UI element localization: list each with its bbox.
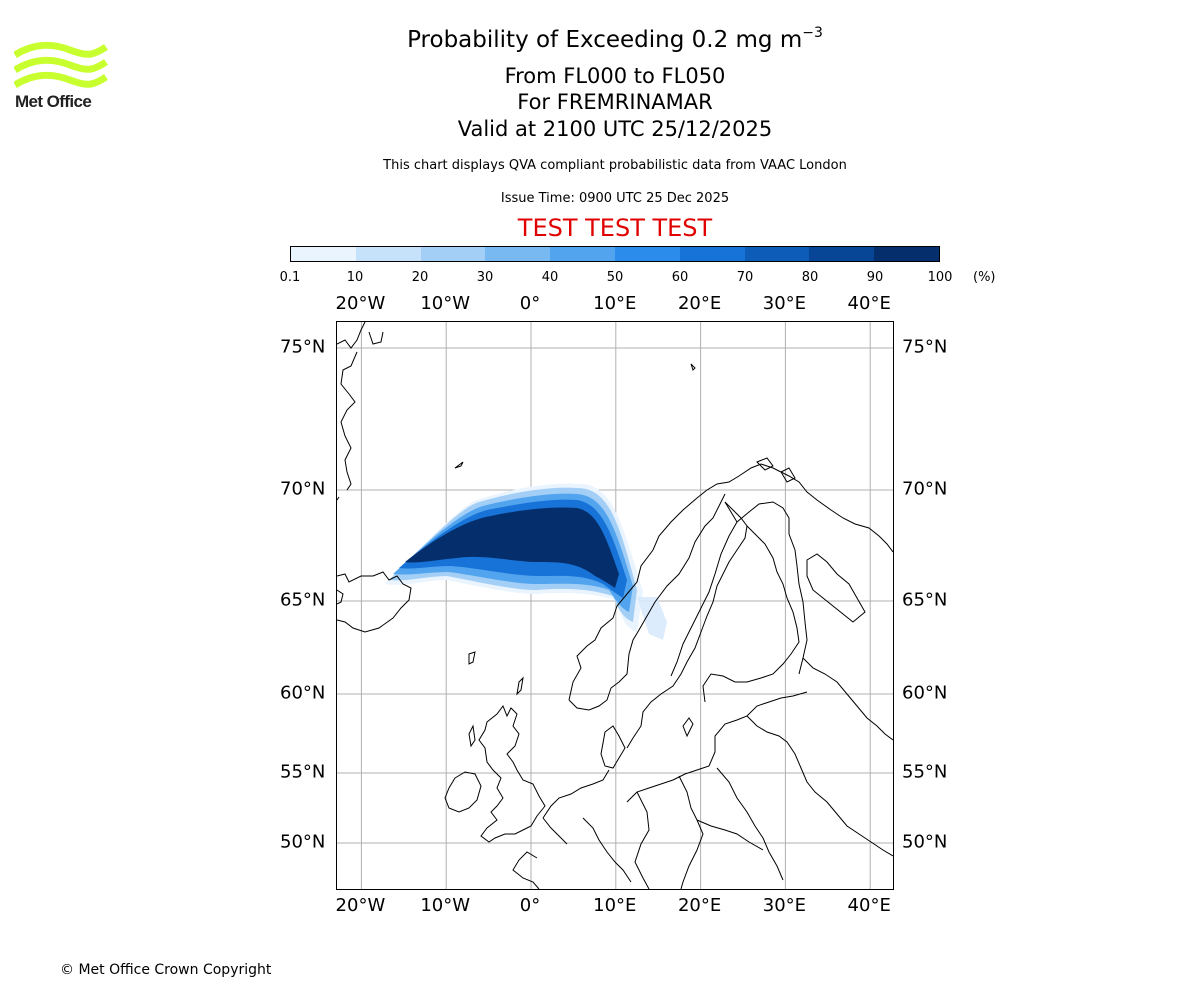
longitude-label: 30°E bbox=[762, 895, 807, 916]
colorbar-segment-5 bbox=[614, 247, 680, 261]
latitude-label: 60°N bbox=[902, 682, 948, 704]
longitude-label: 40°E bbox=[847, 895, 891, 916]
colorbar-tick-label: 90 bbox=[866, 270, 884, 285]
coastline-low-countries bbox=[542, 769, 610, 845]
flight-levels: From FL000 to FL050 bbox=[504, 64, 726, 88]
colorbar-segment-7 bbox=[744, 247, 810, 261]
coastline-shetland bbox=[516, 676, 524, 696]
colorbar-segment-4 bbox=[550, 247, 615, 261]
colorbar-tick-label: 60 bbox=[671, 270, 689, 285]
colorbar-segment-1 bbox=[355, 247, 421, 261]
coastline-bear-island bbox=[690, 363, 696, 371]
colorbar-tick-label: 80 bbox=[801, 270, 819, 285]
coastline-hebrides bbox=[468, 724, 476, 748]
colorbar-tick-label: 100 bbox=[927, 270, 953, 285]
latitude-label: 75°N bbox=[902, 336, 948, 358]
longitude-label: 20°E bbox=[677, 293, 722, 314]
country-borders bbox=[582, 501, 893, 889]
copyright: © Met Office Crown Copyright bbox=[60, 962, 272, 978]
coastline-denmark bbox=[600, 725, 626, 769]
colorbar-segment-9 bbox=[874, 247, 939, 261]
chart-title: Probability of Exceeding 0.2 mg m−3 bbox=[290, 25, 940, 53]
map-panel bbox=[336, 321, 894, 890]
colorbar-tick-label: 50 bbox=[606, 270, 624, 285]
coastline-sweden-east bbox=[626, 501, 748, 749]
description: This chart displays QVA compliant probab… bbox=[383, 158, 847, 173]
title-superscript: −3 bbox=[802, 25, 823, 41]
map-canvas bbox=[337, 322, 893, 889]
probability-plume bbox=[385, 483, 667, 640]
colorbar-tick-label: 10 bbox=[346, 270, 364, 285]
coastline-scandinavia bbox=[568, 463, 893, 711]
latitude-label: 55°N bbox=[902, 761, 948, 783]
longitude-label: 10°E bbox=[593, 895, 637, 916]
colorbar-segment-8 bbox=[809, 247, 875, 261]
colorbar-tick-label: 40 bbox=[541, 270, 559, 285]
colorbar-tick-label: 70 bbox=[736, 270, 754, 285]
longitude-label: 20°W bbox=[335, 293, 386, 314]
location-line: For FREMRINAMAR bbox=[517, 90, 713, 114]
coastline-faroes bbox=[468, 651, 476, 665]
longitude-label: 0° bbox=[519, 895, 541, 916]
latitude-label: 70°N bbox=[902, 478, 948, 500]
colorbar-tick-label: 20 bbox=[411, 270, 429, 285]
coastline-islands-north bbox=[756, 457, 796, 483]
coastline-kola bbox=[806, 553, 866, 623]
latitude-label: 50°N bbox=[280, 831, 326, 853]
coastline-jan-mayen bbox=[454, 461, 464, 469]
colorbar-segment-0 bbox=[291, 247, 356, 261]
longitude-label: 20°W bbox=[335, 895, 386, 916]
colorbar-segment-2 bbox=[420, 247, 486, 261]
longitude-label: 0° bbox=[519, 293, 541, 314]
title-main: Probability of Exceeding 0.2 mg m bbox=[407, 27, 803, 53]
longitude-label: 30°E bbox=[762, 293, 807, 314]
latitude-label: 65°N bbox=[902, 589, 948, 611]
coastline-greenland bbox=[337, 322, 384, 501]
colorbar-unit: (%) bbox=[973, 270, 996, 285]
logo-text: Met Office bbox=[15, 92, 92, 111]
graticule bbox=[337, 322, 893, 889]
colorbar-tick-label: 30 bbox=[476, 270, 494, 285]
colorbar-segment-3 bbox=[485, 247, 551, 261]
coastline-baltic bbox=[626, 691, 808, 803]
met-office-logo-icon bbox=[14, 41, 108, 89]
longitude-label: 40°E bbox=[847, 293, 891, 314]
latitude-label: 70°N bbox=[280, 478, 326, 500]
latitude-label: 65°N bbox=[280, 589, 326, 611]
longitude-label: 10°W bbox=[420, 293, 471, 314]
longitude-label: 10°E bbox=[593, 293, 637, 314]
longitude-label: 10°W bbox=[420, 895, 471, 916]
colorbar-segment-6 bbox=[679, 247, 745, 261]
latitude-label: 55°N bbox=[280, 761, 326, 783]
valid-time: Valid at 2100 UTC 25/12/2025 bbox=[457, 117, 773, 141]
coastline-ireland bbox=[444, 771, 482, 813]
colorbar-tick-label: 0.1 bbox=[279, 270, 301, 285]
coastline-great-britain bbox=[478, 704, 546, 843]
latitude-label: 50°N bbox=[902, 831, 948, 853]
issue-time: Issue Time: 0900 UTC 25 Dec 2025 bbox=[500, 191, 730, 206]
latitude-label: 60°N bbox=[280, 682, 326, 704]
colorbar bbox=[290, 246, 940, 262]
coastline-finland bbox=[702, 525, 800, 703]
coastline-iceland bbox=[337, 571, 412, 633]
latitude-label: 75°N bbox=[280, 336, 326, 358]
longitude-label: 20°E bbox=[677, 895, 722, 916]
coastline-france bbox=[512, 851, 540, 889]
test-banner: TEST TEST TEST bbox=[517, 214, 713, 242]
coastline-gotland bbox=[682, 717, 694, 738]
